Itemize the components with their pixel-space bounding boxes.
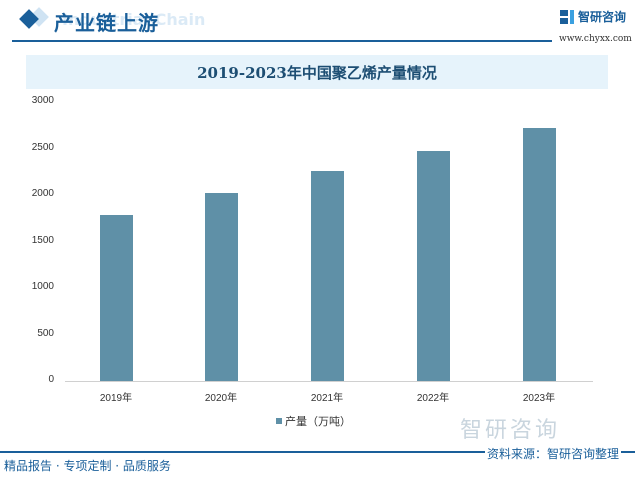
bar-2022年 <box>417 151 450 381</box>
y-tick-label: 1000 <box>31 281 54 292</box>
x-tick-label: 2021年 <box>310 393 344 404</box>
y-tick-label: 2500 <box>31 141 54 153</box>
data-source: 资料来源：智研咨询整理 <box>485 445 622 462</box>
bar-2019年 <box>100 214 133 381</box>
legend-label: 产量（万吨） <box>285 415 351 428</box>
section-title: 产业链上游 <box>54 11 159 35</box>
header-divider <box>12 40 552 42</box>
y-tick-label: 3000 <box>31 95 54 106</box>
x-tick-label: 2020年 <box>204 393 238 404</box>
bar-2023年 <box>523 128 556 381</box>
brand-logo-icon <box>560 9 574 24</box>
footer-slogan: 精品报告 · 专项定制 · 品质服务 <box>4 459 171 473</box>
x-tick-label: 2023年 <box>522 393 556 404</box>
bar-2020年 <box>205 192 238 381</box>
y-tick-label: 0 <box>48 374 54 385</box>
chart-title-bar: 2019-2023年中国聚乙烯产量情况 <box>26 55 608 89</box>
x-axis-line <box>65 381 593 382</box>
legend-swatch-icon <box>276 418 282 424</box>
chart-title: 2019-2023年中国聚乙烯产量情况 <box>197 63 437 82</box>
watermark-text: 智研咨询 <box>460 418 561 443</box>
y-tick-label: 500 <box>37 327 54 339</box>
brand: 智研咨询 <box>560 8 626 25</box>
footer-divider <box>0 451 635 453</box>
y-tick-label: 1500 <box>31 234 54 246</box>
x-tick-label: 2019年 <box>99 393 133 404</box>
y-tick-label: 2000 <box>31 188 54 199</box>
page-header: Industrial Chain 产业链上游 智研咨询 www.chyxx.co… <box>0 0 635 44</box>
x-tick-label: 2022年 <box>416 393 450 404</box>
chart-legend: 产量（万吨） <box>276 413 351 429</box>
brand-name: 智研咨询 <box>578 10 627 24</box>
bar-2021年 <box>311 171 344 381</box>
brand-url: www.chyxx.com <box>559 34 632 44</box>
